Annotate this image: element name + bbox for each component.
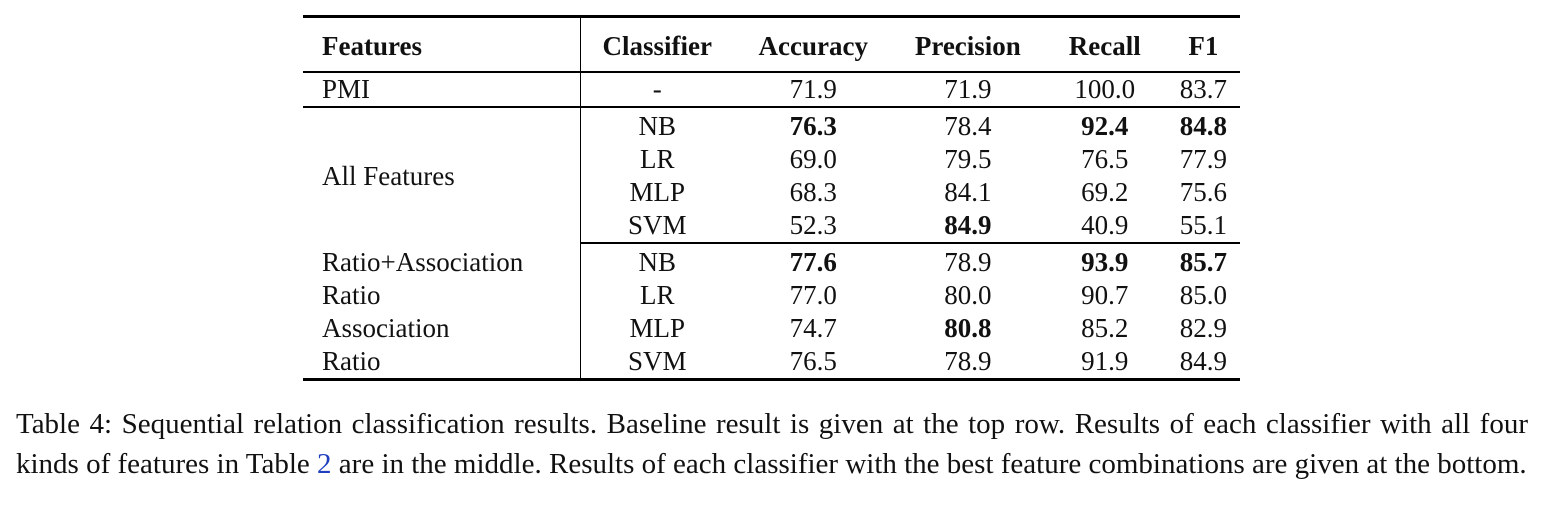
cell-accuracy: 52.3 (733, 209, 893, 244)
cell-f1: 75.6 (1179, 177, 1228, 207)
baseline-classifier: - (580, 72, 734, 108)
header-accuracy: Accuracy (733, 16, 893, 73)
cell-f1: 82.9 (1179, 313, 1228, 343)
cell-recall: 40.9 (1042, 209, 1167, 244)
table-row: Association MLP 74.7 80.8 85.2 82.9 (303, 312, 1240, 345)
cell-accuracy: 69.0 (789, 144, 837, 174)
cell-features: Association (303, 312, 581, 345)
cell-recall: 85.2 (1081, 313, 1129, 343)
table-header-row: Features Classifier Accuracy Precision R… (303, 16, 1240, 73)
header-features: Features (303, 16, 581, 73)
cell-precision: 79.5 (944, 144, 992, 174)
cell-f1: 84.9 (1179, 346, 1228, 376)
header-precision: Precision (892, 16, 1043, 73)
cell-f1: 77.9 (1179, 144, 1228, 174)
table-row: All Features NB 76.3 78.4 92.4 84.8 (303, 107, 1240, 243)
cell-classifier: LR (639, 280, 675, 310)
cell-recall: 91.9 (1081, 346, 1129, 376)
cell-recall: 76.5 (1081, 144, 1129, 174)
cell-accuracy: 76.5 (789, 346, 837, 376)
header-f1: F1 (1166, 16, 1240, 73)
header-classifier: Classifier (580, 16, 734, 73)
cell-accuracy: 76.3 (789, 111, 837, 141)
caption-text-2: are in the middle. Results of each class… (331, 448, 1527, 480)
table-row: Ratio SVM 76.5 78.9 91.9 84.9 (303, 345, 1240, 380)
cell-f1: 85.7 (1179, 247, 1228, 277)
cell-accuracy: 74.7 (789, 313, 837, 343)
cell-features: Ratio (303, 279, 581, 312)
cell-f1: 84.8 (1179, 111, 1228, 141)
baseline-row: PMI - 71.9 71.9 100.0 83.7 (303, 72, 1240, 108)
cell-f1: 85.0 (1179, 280, 1228, 310)
cell-recall: 92.4 (1081, 111, 1129, 141)
cell-recall: 93.9 (1081, 247, 1129, 277)
table-row: MLP 68.3 84.1 69.2 75.6 (303, 176, 1240, 209)
cell-precision: 80.8 (944, 313, 992, 343)
cell-recall: 69.2 (1081, 177, 1129, 207)
caption-text-1: Table 4: Sequential relation classificat… (16, 408, 1528, 480)
table-reference-link[interactable]: 2 (317, 448, 332, 480)
table-row: Ratio LR 77.0 80.0 90.7 85.0 (303, 279, 1240, 312)
cell-accuracy: 77.6 (789, 247, 837, 277)
cell-classifier: SVM (580, 209, 734, 244)
table-row: Ratio+Association NB 77.6 78.9 93.9 85.7 (303, 243, 1240, 279)
cell-features: Ratio+Association (303, 243, 581, 279)
baseline-features: PMI (303, 72, 581, 108)
cell-precision: 84.1 (944, 177, 992, 207)
cell-recall: 90.7 (1081, 280, 1129, 310)
cell-accuracy: 77.0 (789, 280, 837, 310)
cell-features: Ratio (303, 345, 581, 380)
cell-precision: 78.9 (944, 346, 992, 376)
cell-classifier: MLP (629, 313, 685, 343)
baseline-f1: 83.7 (1166, 72, 1240, 108)
cell-accuracy: 68.3 (789, 177, 837, 207)
table-caption: Table 4: Sequential relation classificat… (16, 404, 1528, 484)
baseline-precision: 71.9 (892, 72, 1043, 108)
cell-precision: 80.0 (944, 280, 992, 310)
results-table: Features Classifier Accuracy Precision R… (303, 15, 1240, 381)
cell-classifier: SVM (627, 346, 687, 376)
cell-precision: 78.9 (944, 247, 992, 277)
cell-precision: 84.9 (892, 209, 1043, 244)
results-table-container: Features Classifier Accuracy Precision R… (303, 15, 1240, 381)
cell-classifier: NB (638, 247, 676, 277)
table-row: SVM 52.3 84.9 40.9 55.1 (303, 209, 1240, 244)
cell-classifier: NB (638, 111, 676, 141)
all-features-label: All Features (303, 107, 581, 243)
cell-precision: 78.4 (944, 111, 992, 141)
table-row: LR 69.0 79.5 76.5 77.9 (303, 143, 1240, 176)
cell-classifier: MLP (629, 177, 685, 207)
header-recall: Recall (1042, 16, 1167, 73)
cell-f1: 55.1 (1166, 209, 1240, 244)
baseline-recall: 100.0 (1042, 72, 1167, 108)
cell-classifier: LR (639, 144, 675, 174)
baseline-accuracy: 71.9 (733, 72, 893, 108)
